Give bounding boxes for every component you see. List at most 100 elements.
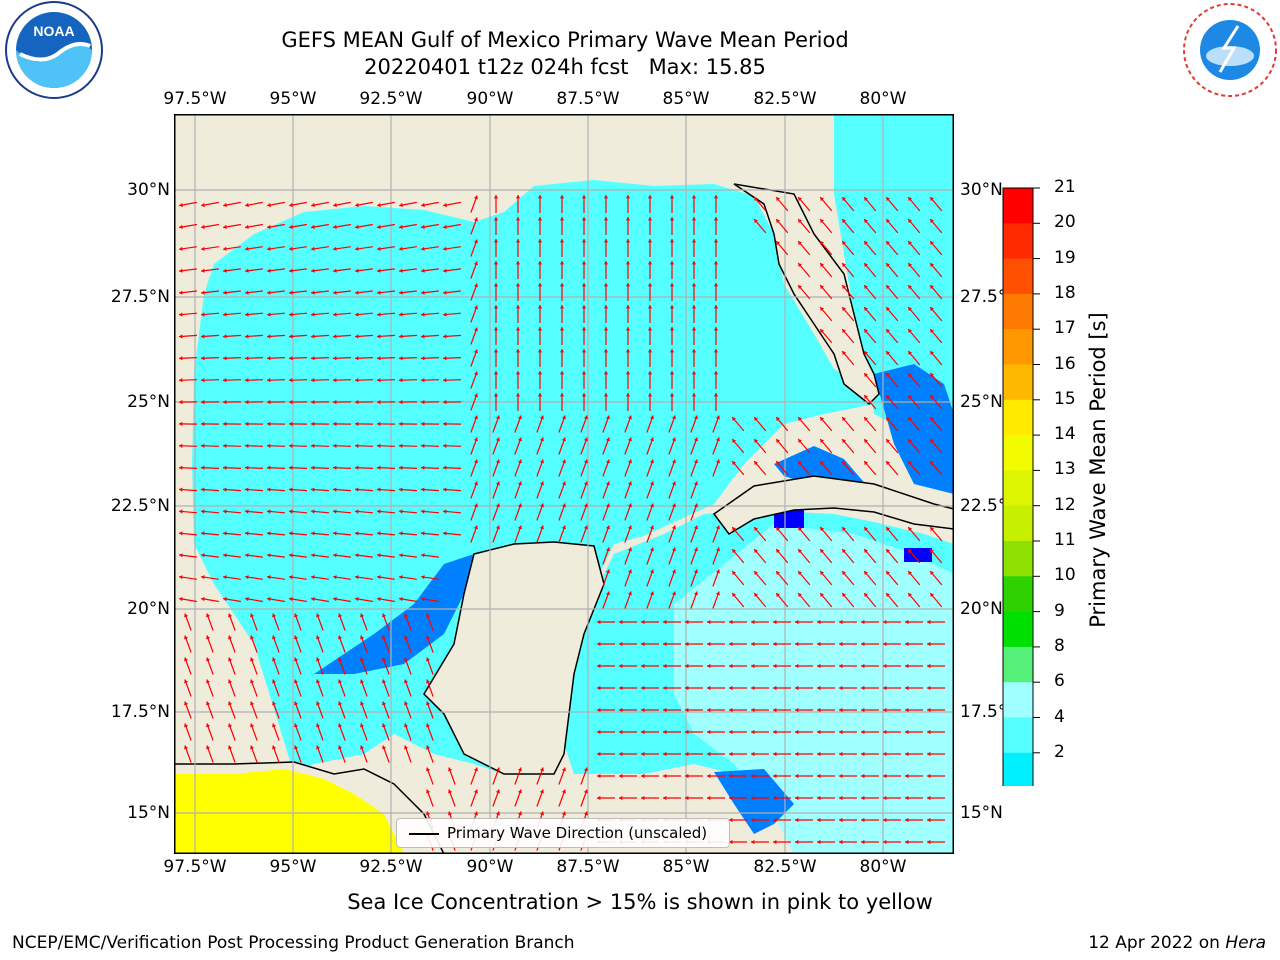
wave-arrow-head	[250, 679, 255, 684]
wave-arrow-head	[649, 525, 654, 530]
wave-arrow-head	[473, 811, 478, 816]
wave-arrow-head	[773, 795, 777, 801]
wave-arrow-head	[515, 393, 521, 397]
wave-arrow-head	[839, 795, 843, 801]
wave-arrow-head	[669, 283, 675, 287]
wave-arrow-head	[537, 217, 543, 221]
wave-arrow-head	[820, 263, 824, 268]
wave-arrow-head	[905, 795, 909, 801]
wave-arrow-head	[691, 327, 697, 331]
colorbar-swatch	[1003, 293, 1033, 330]
wave-arrow-head	[619, 663, 623, 669]
wave-arrow-head	[820, 241, 824, 246]
wave-arrow-head	[883, 707, 887, 713]
wave-arrow-head	[355, 334, 359, 339]
wave-arrow-head	[399, 399, 403, 405]
wave-arrow-head	[751, 663, 755, 669]
y-tick-left: 20°N	[127, 599, 170, 619]
chart-subtitle: 20220401 t12z 024h fcst Max: 15.85	[364, 55, 766, 79]
wave-arrow-head	[179, 553, 183, 558]
wave-arrow-head	[886, 593, 890, 598]
wave-arrow-head	[294, 723, 299, 728]
wave-arrow-head	[421, 575, 425, 580]
wave-arrow-head	[839, 817, 843, 823]
wave-arrow-head	[883, 773, 887, 779]
wave-arrow-head	[421, 399, 425, 405]
wave-arrow-head	[223, 597, 227, 602]
wave-arrow-head	[729, 663, 733, 669]
wave-arrow-head	[685, 729, 689, 735]
x-tick-bottom: 82.5°W	[753, 857, 817, 877]
wave-arrow-head	[404, 635, 409, 640]
wave-arrow-head	[201, 290, 205, 295]
wave-arrow-head	[473, 437, 478, 442]
wave-arrow-head	[179, 465, 183, 470]
wave-arrow-head	[404, 613, 409, 618]
nws-logo	[1182, 2, 1278, 98]
wave-arrow-head	[426, 767, 431, 772]
wave-arrow-head	[649, 459, 654, 464]
wave-arrow-head	[399, 597, 403, 602]
wave-arrow-head	[685, 641, 689, 647]
wave-arrow-head	[473, 371, 478, 376]
wave-arrow-head	[294, 679, 299, 684]
wave-arrow-head	[294, 613, 299, 618]
wave-arrow-head	[404, 679, 409, 684]
sea-ice-note: Sea Ice Concentration > 15% is shown in …	[347, 890, 933, 914]
wave-arrow-head	[927, 663, 931, 669]
wave-arrow-head	[669, 217, 675, 221]
wave-arrow-head	[201, 421, 205, 427]
wave-arrow-head	[905, 641, 909, 647]
wave-arrow-head	[272, 723, 277, 728]
wave-arrow-head	[473, 525, 478, 530]
wave-arrow-head	[559, 195, 565, 199]
wave-arrow-head	[619, 751, 623, 757]
wave-arrow-head	[693, 503, 698, 508]
wave-arrow-head	[443, 312, 447, 317]
wave-arrow-head	[671, 569, 676, 574]
wave-arrow-head	[517, 525, 522, 530]
wave-arrow-head	[267, 334, 271, 339]
wave-arrow-head	[267, 290, 271, 295]
wave-arrow-head	[693, 481, 698, 486]
wave-arrow-head	[671, 459, 676, 464]
wave-arrow-head	[908, 285, 912, 290]
wave-arrow-head	[311, 399, 315, 405]
wave-arrow-head	[223, 531, 227, 536]
wave-arrow-head	[930, 329, 934, 334]
wave-arrow-head	[201, 268, 205, 273]
wave-arrow-head	[641, 685, 645, 691]
wave-arrow-head	[583, 459, 588, 464]
wave-arrow-head	[421, 290, 425, 295]
wave-arrow-head	[798, 263, 802, 268]
wave-arrow-head	[223, 202, 227, 208]
wave-arrow-head	[776, 439, 780, 444]
wave-arrow-head	[861, 663, 865, 669]
wave-arrow-head	[377, 487, 381, 492]
wave-arrow-head	[691, 305, 697, 309]
wave-arrow-head	[559, 349, 565, 353]
wave-arrow-head	[581, 327, 587, 331]
wave-arrow-head	[539, 503, 544, 508]
wave-arrow-head	[245, 597, 249, 602]
wave-arrow-head	[223, 399, 227, 405]
wave-arrow-head	[729, 817, 733, 823]
wave-arrow-head	[289, 378, 293, 383]
campeche-dark	[314, 554, 474, 674]
wave-arrow-head	[715, 415, 720, 420]
wave-arrow-head	[399, 531, 403, 536]
wave-arrow-head	[201, 553, 205, 558]
wave-arrow-head	[360, 745, 365, 750]
gulf-water	[192, 180, 874, 774]
wave-arrow-head	[641, 751, 645, 757]
wave-arrow-head	[316, 701, 321, 706]
wave-arrow-head	[839, 663, 843, 669]
wave-arrow-head	[930, 219, 934, 224]
wave-arrow-head	[426, 657, 431, 662]
wave-arrow-head	[625, 305, 631, 309]
wave-arrow-head	[289, 246, 293, 251]
wave-arrow-head	[448, 767, 453, 772]
wave-arrow-head	[685, 773, 689, 779]
x-tick-top: 90°W	[466, 89, 514, 109]
wave-arrow-head	[886, 197, 890, 202]
